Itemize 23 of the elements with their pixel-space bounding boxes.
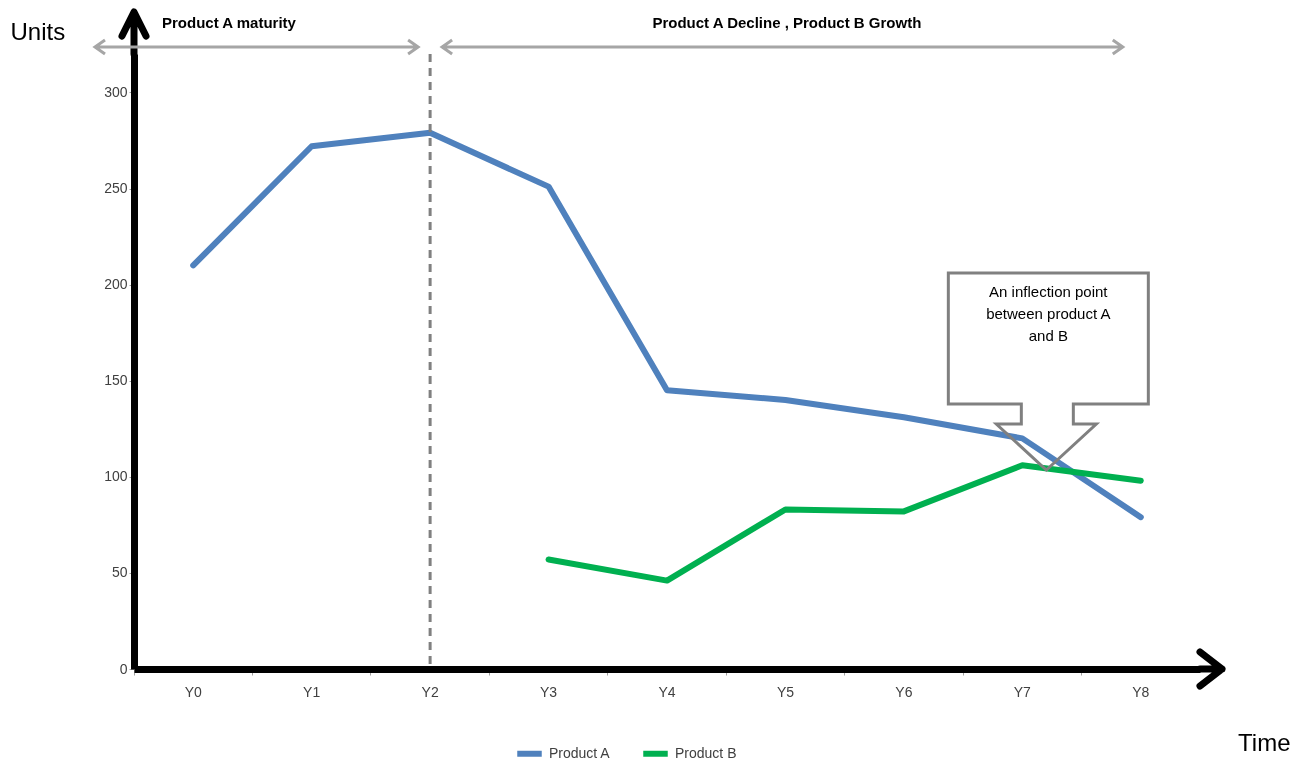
x-tick-label: Y2 — [421, 683, 439, 700]
legend-label: Product A — [549, 744, 611, 761]
x-tick-label: Y7 — [1013, 683, 1032, 700]
y-axis-title: Units — [10, 17, 66, 45]
y-tick-label: 50 — [111, 564, 128, 581]
annotation: An inflection point between product A and B — [985, 282, 1112, 346]
x-axis-title: Time — [1238, 728, 1291, 756]
x-tick-label: Y6 — [895, 683, 913, 700]
x-tick-label: Y8 — [1132, 683, 1150, 700]
x-tick-label: Y0 — [184, 683, 202, 700]
x-tick-label: Y4 — [658, 683, 676, 700]
y-tick-label: 100 — [104, 468, 128, 485]
y-tick-label: 0 — [119, 660, 128, 677]
text: Product A Decline , Product B Growth — [652, 14, 922, 31]
y-tick-label: 150 — [104, 372, 128, 389]
text: Product A maturity — [162, 14, 296, 31]
y-tick-label: 200 — [104, 276, 128, 293]
legend-label: Product B — [675, 744, 737, 761]
x-tick-label: Y5 — [776, 683, 795, 700]
y-tick-label: 250 — [104, 180, 128, 197]
x-tick-label: Y1 — [303, 683, 321, 700]
y-tick-label: 300 — [104, 83, 128, 100]
x-tick-label: Y3 — [539, 683, 558, 700]
